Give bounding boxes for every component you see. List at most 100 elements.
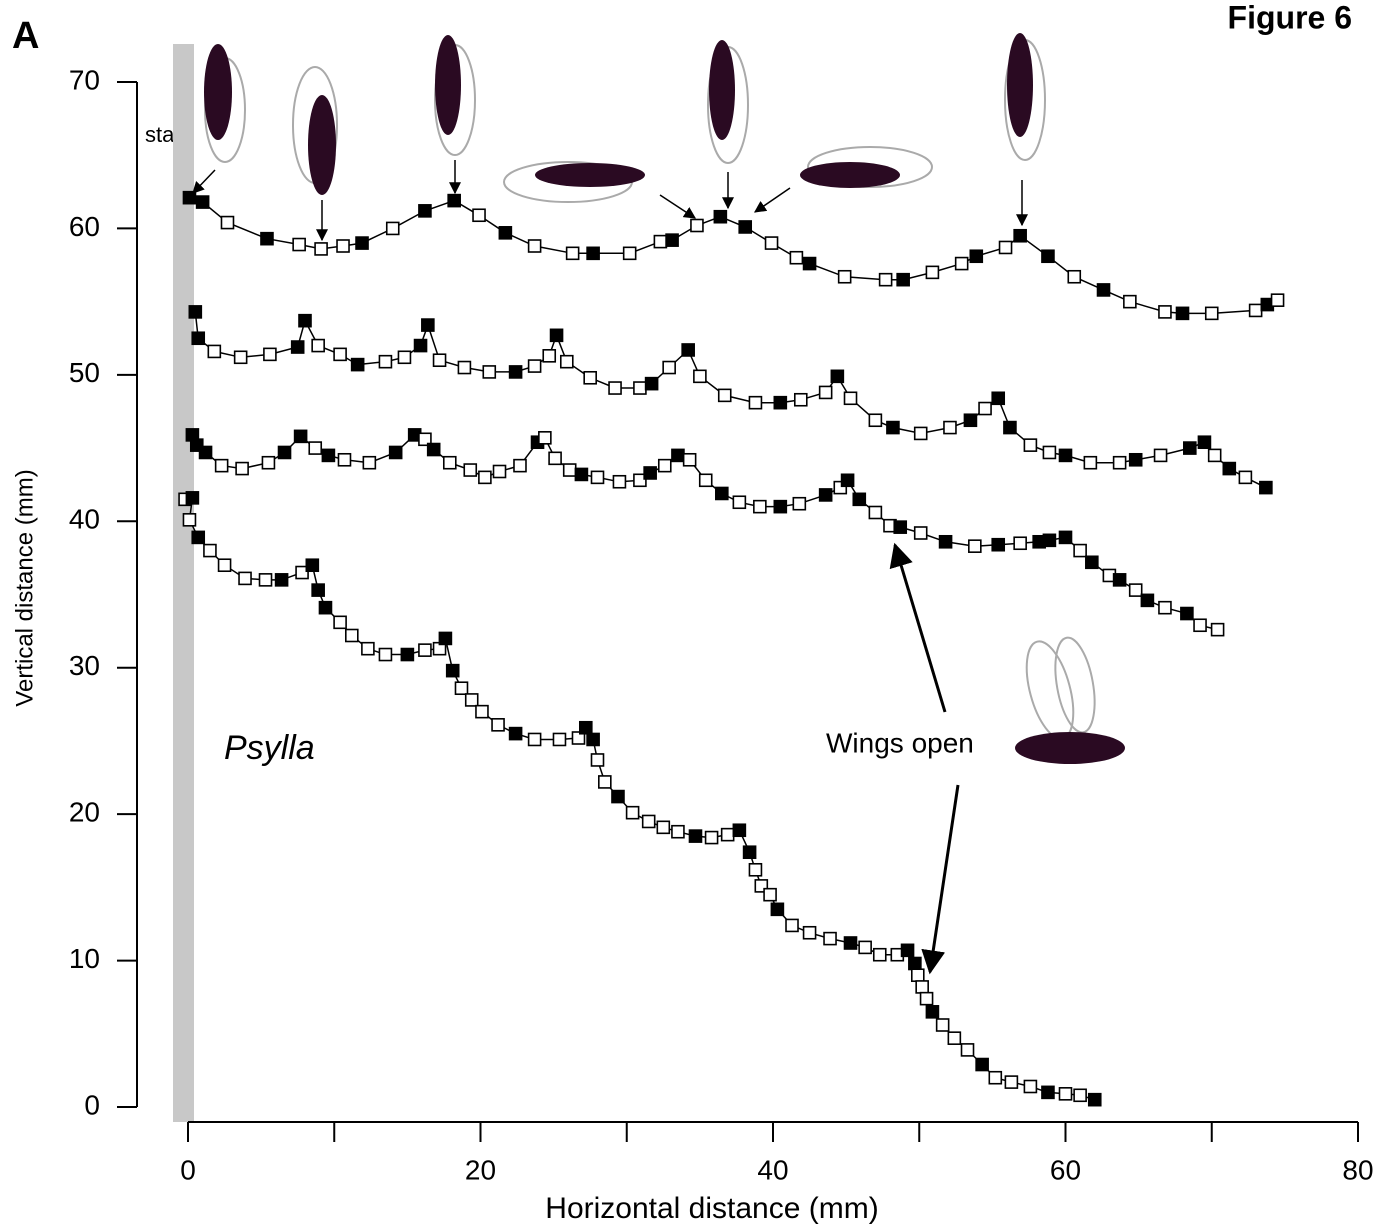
open-marker (868, 505, 883, 520)
filled-marker (738, 220, 753, 234)
filled-marker (574, 467, 589, 482)
open-marker (220, 215, 235, 230)
open-marker (671, 824, 685, 839)
filled-marker (188, 305, 203, 319)
filled-marker (991, 391, 1006, 406)
open-marker (988, 1070, 1003, 1085)
open-marker (693, 369, 707, 384)
open-marker (203, 543, 217, 558)
open-marker (858, 940, 872, 955)
open-marker (233, 350, 248, 365)
filled-marker (293, 429, 308, 444)
filled-marker (886, 420, 900, 435)
open-marker (337, 452, 352, 467)
filled-marker (1041, 1085, 1055, 1100)
x-tick-label: 40 (757, 1154, 788, 1185)
open-marker (1128, 583, 1143, 597)
filled-marker (840, 473, 855, 488)
open-marker (362, 455, 377, 470)
open-marker (1238, 470, 1253, 485)
filled-marker (713, 209, 728, 224)
filled-marker (1041, 249, 1055, 264)
filled-marker (191, 331, 206, 346)
filled-marker (1222, 461, 1237, 476)
filled-marker (1085, 555, 1099, 570)
filled-marker (421, 318, 435, 332)
filled-marker (445, 663, 460, 678)
open-marker (1073, 543, 1087, 558)
open-marker (463, 463, 478, 477)
open-marker (802, 925, 817, 940)
filled-marker (277, 445, 292, 460)
open-marker (1193, 618, 1207, 633)
annotation: Wings open (826, 727, 974, 758)
open-marker (214, 458, 229, 473)
filled-marker (1128, 452, 1143, 467)
open-marker (263, 347, 277, 362)
filled-marker (413, 338, 428, 353)
open-marker (1248, 303, 1263, 318)
open-marker (633, 473, 647, 488)
open-marker (432, 353, 447, 368)
filled-marker (1197, 435, 1212, 450)
filled-marker (925, 1005, 940, 1019)
open-marker (653, 234, 668, 249)
filled-marker (818, 488, 833, 502)
insect (707, 40, 749, 164)
x-axis-title: Horizontal distance (mm) (545, 1192, 878, 1225)
filled-marker (311, 583, 325, 597)
x-tick-label: 0 (180, 1154, 196, 1185)
open-marker (542, 349, 557, 363)
filled-marker (644, 376, 659, 391)
filled-marker (643, 466, 657, 480)
filled-marker (681, 343, 695, 357)
open-marker (238, 571, 252, 586)
filled-marker (991, 537, 1006, 552)
figure-label: Figure 6 (1228, 0, 1352, 35)
x-tick-label: 80 (1342, 1154, 1373, 1185)
open-marker (457, 360, 472, 375)
open-marker (641, 814, 656, 829)
insect (204, 44, 246, 163)
filled-marker (578, 720, 593, 735)
open-marker (583, 370, 597, 385)
open-marker (235, 461, 249, 476)
open-marker (378, 354, 393, 369)
open-marker (978, 401, 992, 416)
open-marker (336, 239, 350, 253)
open-marker (823, 931, 837, 946)
filled-marker (802, 256, 817, 271)
filled-marker (830, 369, 845, 384)
open-marker (947, 1031, 962, 1045)
species-label: Psylla (224, 729, 315, 767)
filled-marker (715, 486, 729, 501)
filled-marker (938, 534, 953, 549)
filled-marker (843, 936, 858, 950)
open-marker (1023, 438, 1038, 452)
filled-marker (508, 726, 523, 741)
insect-drawings (192, 33, 1125, 975)
open-marker (258, 573, 273, 587)
filled-marker (969, 249, 984, 264)
filled-marker (1175, 306, 1190, 321)
open-marker (1210, 622, 1225, 637)
open-marker (690, 218, 704, 233)
open-marker (704, 830, 719, 845)
filled-marker (770, 902, 785, 917)
filled-marker (586, 732, 600, 747)
y-tick-label: 20 (69, 797, 100, 828)
open-marker (1204, 306, 1219, 321)
start-bar (173, 44, 194, 1122)
open-marker (1058, 1087, 1073, 1101)
open-marker (915, 980, 929, 994)
open-marker (1112, 455, 1127, 470)
open-marker (608, 381, 622, 395)
filled-marker (852, 492, 867, 507)
filled-marker (400, 647, 415, 662)
filled-marker (388, 445, 403, 460)
filled-marker (1140, 593, 1155, 608)
open-marker (548, 451, 562, 466)
open-marker (717, 388, 732, 403)
filled-marker (1183, 441, 1197, 455)
